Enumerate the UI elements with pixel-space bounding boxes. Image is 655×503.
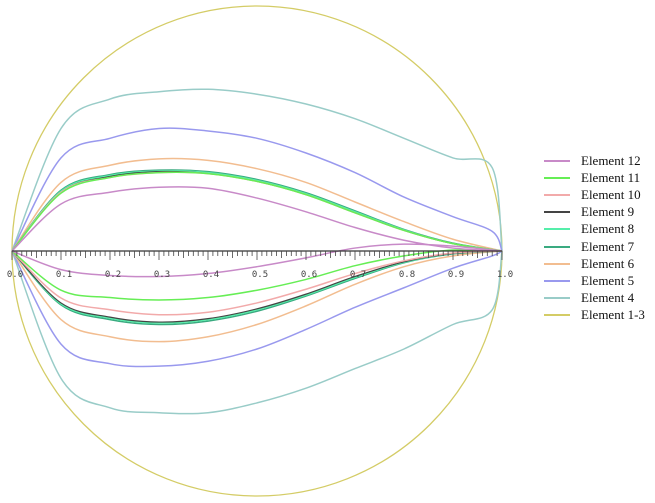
series-element-6-lower <box>11 250 503 343</box>
legend-item-element-7: Element 7 <box>544 238 655 255</box>
legend-swatch <box>544 297 570 300</box>
series-element-4-upper <box>11 88 503 252</box>
legend-item-element-6: Element 6 <box>544 255 655 272</box>
x-tick-label: 0.5 <box>252 270 268 280</box>
legend-item-element-4: Element 4 <box>544 290 655 307</box>
legend-item-element-10: Element 10 <box>544 186 655 203</box>
legend-item-element-11: Element 11 <box>544 169 655 186</box>
legend-swatch <box>544 228 570 231</box>
x-tick-label: 0.0 <box>7 270 23 280</box>
legend-swatch <box>544 176 570 179</box>
legend-swatch <box>544 279 570 282</box>
x-tick-label: 0.3 <box>154 270 170 280</box>
x-tick-label: 0.7 <box>350 270 366 280</box>
x-tick-label: 0.9 <box>448 270 464 280</box>
series-element-8-lower <box>11 250 503 324</box>
legend-label: Element 4 <box>581 290 635 306</box>
x-tick-label: 0.2 <box>105 270 121 280</box>
series-element-8-upper <box>11 170 503 252</box>
legend-swatch <box>544 211 570 214</box>
series-element-10-upper <box>11 171 503 252</box>
legend-item-element-9: Element 9 <box>544 204 655 221</box>
x-tick-label: 0.1 <box>56 270 72 280</box>
x-tick-label: 0.8 <box>399 270 415 280</box>
legend-item-element-12: Element 12 <box>544 152 655 169</box>
series-element-9-upper <box>11 170 503 252</box>
legend-label: Element 9 <box>581 204 635 220</box>
legend-label: Element 12 <box>581 152 641 168</box>
legend-swatch <box>544 159 570 162</box>
legend-swatch <box>544 245 570 248</box>
legend-item-element-5: Element 5 <box>544 272 655 289</box>
legend-item-element-8: Element 8 <box>544 221 655 238</box>
legend-label: Element 1-3 <box>581 307 645 323</box>
series-element-10-lower <box>11 250 503 316</box>
chart-plot: 0.0 0.1 0.2 0.3 0.4 0.5 0.6 0.7 0.8 0.9 1.0 <box>7 5 513 497</box>
x-tick-label: 0.6 <box>301 270 317 280</box>
legend-label: Element 5 <box>581 272 635 288</box>
legend-item-element-1-3: Element 1-3 <box>544 307 655 324</box>
series-element-11-upper <box>11 171 503 252</box>
curves-layer <box>11 5 503 497</box>
series-element-12-upper <box>11 186 503 252</box>
x-tick-label: 1.0 <box>497 270 513 280</box>
legend-label: Element 10 <box>581 186 641 202</box>
series-element-11-lower <box>11 249 503 301</box>
series-element-5-upper <box>11 127 503 252</box>
legend-swatch <box>544 262 570 265</box>
legend-swatch <box>544 314 570 317</box>
legend-label: Element 8 <box>581 221 635 237</box>
legend-swatch <box>544 193 570 196</box>
series-element-4-lower <box>11 250 503 415</box>
x-axis: 0.0 0.1 0.2 0.3 0.4 0.5 0.6 0.7 0.8 0.9 1.0 <box>7 250 513 280</box>
series-element-12-lower <box>11 243 503 278</box>
legend-label: Element 6 <box>581 255 635 271</box>
legend-label: Element 7 <box>581 238 635 254</box>
series-element-6-upper <box>11 157 503 252</box>
legend-label: Element 11 <box>581 169 641 185</box>
x-tick-label: 0.4 <box>203 270 219 280</box>
series-element-5-lower <box>11 250 503 368</box>
